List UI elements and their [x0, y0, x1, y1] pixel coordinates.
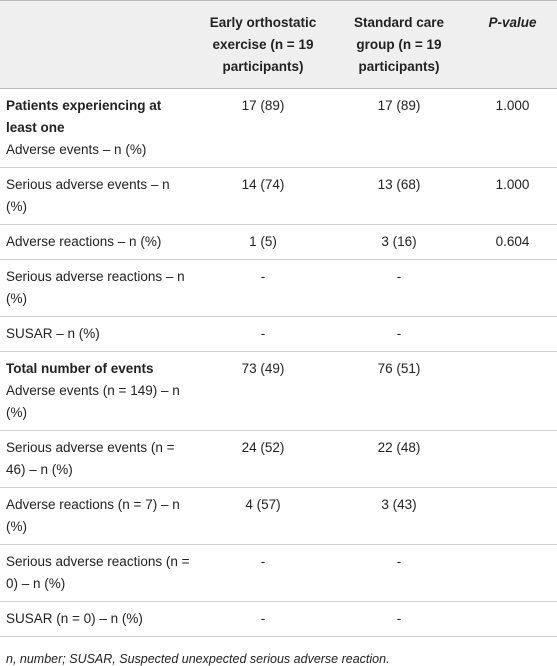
value-cell: 24 (52) — [241, 440, 285, 455]
value-cell: 76 (51) — [377, 361, 421, 376]
value-cell: 13 (68) — [377, 177, 421, 192]
row-label: SUSAR (n = 0) – n (%) — [6, 611, 143, 626]
row-label: Adverse events (n = 149) – n (%) — [6, 383, 180, 420]
row-label: Adverse reactions – n (%) — [6, 234, 162, 249]
row-heading: Total number of events — [6, 361, 154, 376]
value-cell: 22 (48) — [377, 440, 421, 455]
row-label-cell: Adverse reactions – n (%) — [0, 225, 196, 260]
row-label: Serious adverse events – n (%) — [6, 177, 170, 214]
row-label-cell: Serious adverse events (n = 46) – n (%) — [0, 431, 196, 488]
header-cell: Standard care group (n = 19 participants… — [353, 15, 445, 74]
value-cell: 1 (5) — [249, 234, 277, 249]
empty-cell — [468, 317, 557, 352]
value-cell: - — [396, 611, 402, 626]
row-label: Serious adverse reactions – n (%) — [6, 269, 185, 306]
empty-cell — [468, 431, 557, 488]
value-cell: 4 (57) — [245, 497, 281, 512]
table-row: Adverse reactions (n = 7) – n (%) 4 (57) 3… — [0, 488, 557, 545]
empty-cell — [468, 545, 557, 602]
row-heading: Patients experiencing at least one — [6, 98, 162, 135]
empty-cell — [468, 602, 557, 637]
value-cell: 14 (74) — [241, 177, 285, 192]
header-cell: P-value — [488, 15, 537, 30]
row-label-cell: Adverse reactions (n = 7) – n (%) — [0, 488, 196, 545]
row-label: Serious adverse reactions (n = 0) – n (%… — [6, 554, 190, 591]
row-label: Serious adverse events (n = 46) – n (%) — [6, 440, 175, 477]
value-cell: - — [260, 554, 266, 569]
table-row: Adverse reactions – n (%) 1 (5) 3 (16) 0.60… — [0, 225, 557, 260]
empty-cell — [468, 488, 557, 545]
adverse-events-table: Early orthostatic exercise (n = 19 parti… — [0, 0, 557, 637]
row-label-cell: Serious adverse events – n (%) — [0, 168, 196, 225]
table-row: Patients experiencing at least one Advers… — [0, 89, 557, 168]
row-label: Adverse events – n (%) — [6, 142, 147, 157]
value-cell: 73 (49) — [241, 361, 285, 376]
value-cell: 0.604 — [495, 234, 530, 249]
footnote: n, number; SUSAR, Suspected unexpected s… — [6, 652, 390, 666]
empty-cell — [468, 260, 557, 317]
value-cell: 3 (43) — [381, 497, 417, 512]
table-row: SUSAR (n = 0) – n (%) - - — [0, 602, 557, 637]
table-row: Serious adverse events (n = 46) – n (%) 2… — [0, 431, 557, 488]
empty-cell — [468, 352, 557, 431]
value-cell: 3 (16) — [381, 234, 417, 249]
value-cell: - — [396, 326, 402, 341]
row-label: Adverse reactions (n = 7) – n (%) — [6, 497, 180, 534]
value-cell: 17 (89) — [241, 98, 285, 113]
header-blank — [0, 1, 196, 89]
value-cell: - — [396, 269, 402, 284]
value-cell: 17 (89) — [377, 98, 421, 113]
value-cell: 1.000 — [495, 98, 530, 113]
table-row: SUSAR – n (%) - - — [0, 317, 557, 352]
header-row: Early orthostatic exercise (n = 19 parti… — [0, 0, 557, 89]
row-label-cell: Patients experiencing at least one Advers… — [0, 89, 196, 168]
value-cell: - — [260, 611, 266, 626]
table-row: Total number of events Adverse events (n … — [0, 352, 557, 431]
table-row: Serious adverse events – n (%) 14 (74) 13 … — [0, 168, 557, 225]
row-label-cell: Total number of events Adverse events (n … — [0, 352, 196, 431]
row-label-cell: SUSAR – n (%) — [0, 317, 196, 352]
row-label: SUSAR – n (%) — [6, 326, 100, 341]
value-cell: - — [260, 269, 266, 284]
value-cell: - — [260, 326, 266, 341]
table-row: Serious adverse reactions – n (%) - - — [0, 260, 557, 317]
row-label-cell: Serious adverse reactions (n = 0) – n (%… — [0, 545, 196, 602]
row-label-cell: SUSAR (n = 0) – n (%) — [0, 602, 196, 637]
value-cell: - — [396, 554, 402, 569]
header-cell: Early orthostatic exercise (n = 19 parti… — [209, 15, 317, 74]
table-row: Serious adverse reactions (n = 0) – n (%… — [0, 545, 557, 602]
table-body: Patients experiencing at least one Advers… — [0, 89, 557, 637]
value-cell: 1.000 — [495, 177, 530, 192]
row-label-cell: Serious adverse reactions – n (%) — [0, 260, 196, 317]
